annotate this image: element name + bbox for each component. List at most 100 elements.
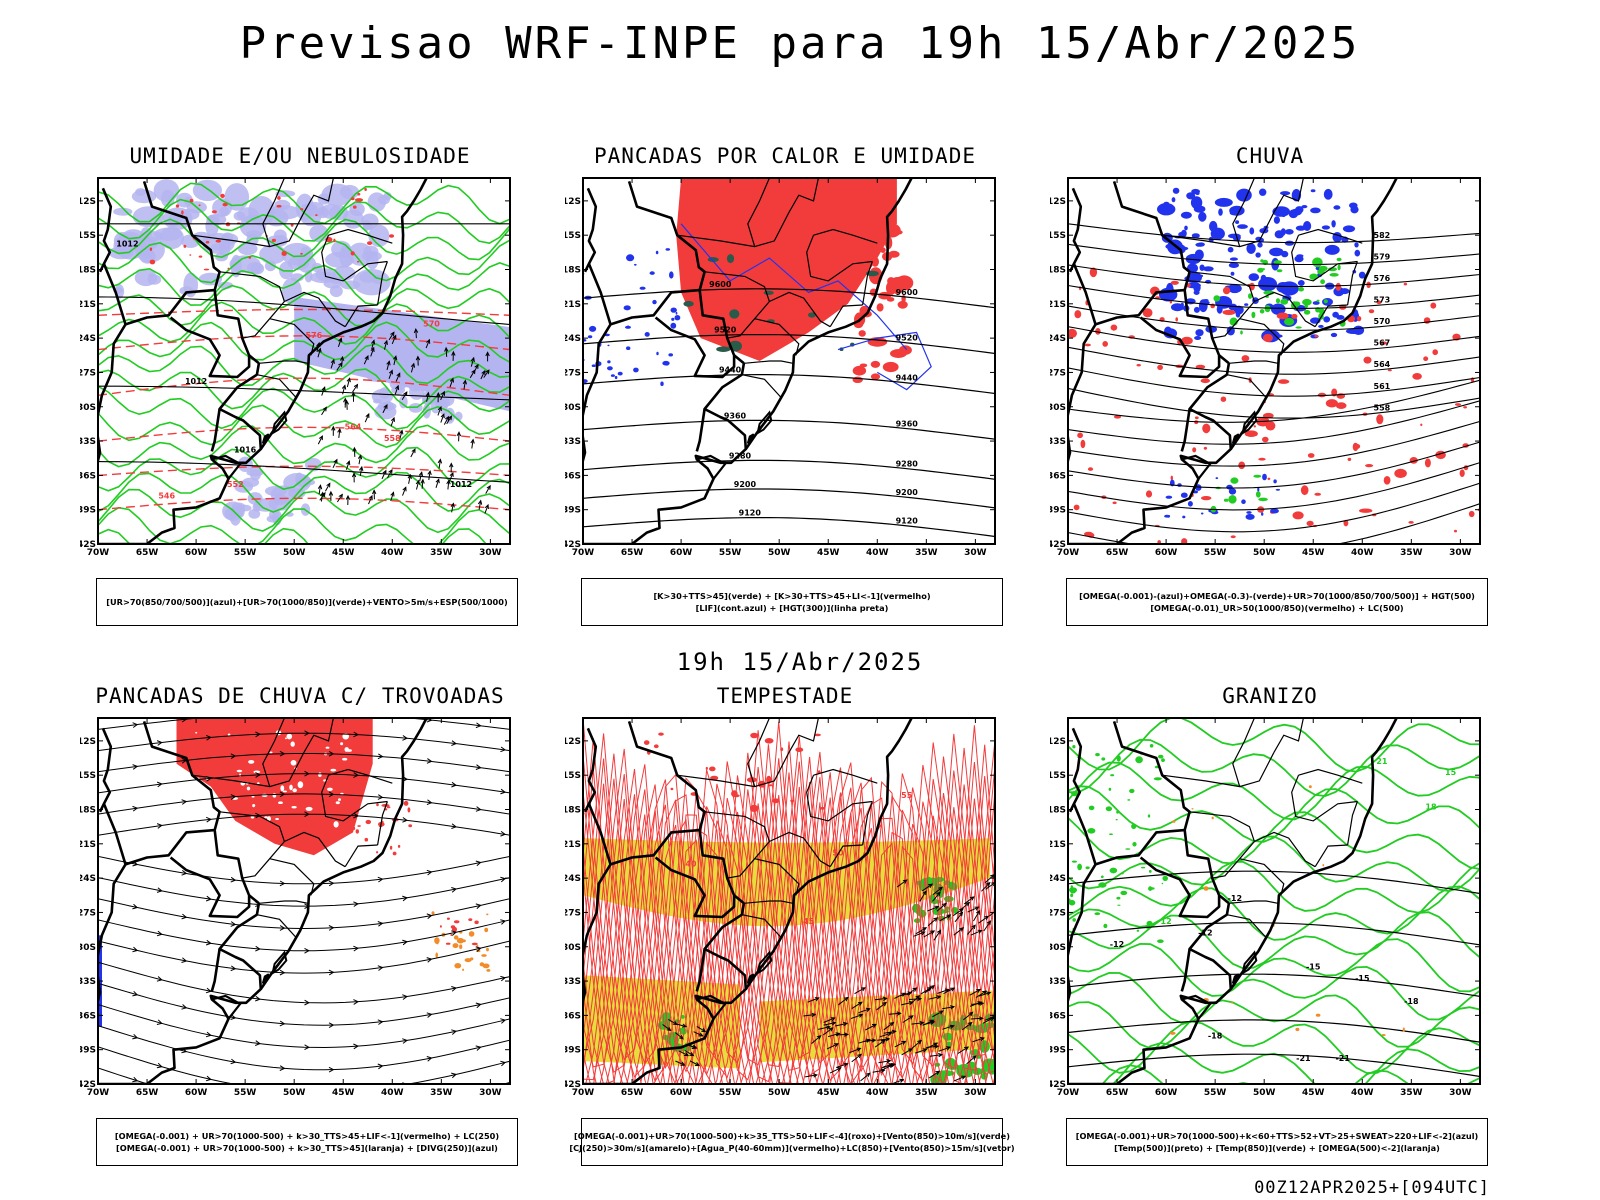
red-contour-blob <box>220 194 225 198</box>
temp-850-detail <box>1150 887 1155 889</box>
rain-area <box>1308 453 1315 458</box>
contour-label: 1012 <box>185 377 207 386</box>
rain-area <box>1157 365 1163 370</box>
legend-line: [K>30+TTS>45](verde) + [K>30+TTS>45+LI<-… <box>653 590 930 602</box>
lif-contour <box>611 374 615 377</box>
panel-title: UMIDADE E/OU NEBULOSIDADE <box>80 144 520 168</box>
map-umidade: 101210121016101257657056455855254612S15S… <box>80 170 520 560</box>
rain-area <box>1081 440 1086 448</box>
contour-label: 9200 <box>896 488 919 497</box>
red-contour-blob <box>355 198 363 202</box>
gap <box>298 781 304 788</box>
humidity-upper <box>237 207 259 222</box>
strong-omega-area <box>1319 266 1328 272</box>
lat-tick-label: 12S <box>565 197 581 207</box>
lon-tick-label: 50W <box>1253 1088 1276 1098</box>
omega-area <box>1311 189 1316 192</box>
lif-contour <box>607 360 610 363</box>
gap <box>198 835 205 842</box>
red-contour-blob <box>282 251 287 256</box>
omega-area <box>1229 206 1244 216</box>
legend-line: [UR>70(850/700/500)](azul)+[UR>70(1000/8… <box>106 596 507 608</box>
omega-area <box>1228 234 1241 239</box>
state-border <box>345 845 377 867</box>
temp-850-detail <box>1120 873 1123 875</box>
thunderstorm-patch <box>408 824 412 827</box>
omega-area <box>1325 245 1340 255</box>
omega-area <box>1280 191 1290 195</box>
convection-patch <box>486 914 488 916</box>
red-contour-blob <box>216 240 221 243</box>
omega-area <box>1241 499 1246 504</box>
temp-850-detail <box>1150 744 1154 748</box>
thunderstorm-patch <box>376 803 379 806</box>
lon-tick-label: 30W <box>1449 548 1472 558</box>
instability-patch <box>860 364 867 368</box>
rain-area <box>1376 414 1383 424</box>
lif-contour <box>675 315 681 320</box>
gap <box>291 760 297 766</box>
red-contour-blob <box>389 234 394 237</box>
lon-tick-label: 35W <box>1400 1088 1423 1098</box>
temp-850-detail <box>1116 811 1119 814</box>
thunderstorm-patch <box>398 845 400 848</box>
green-cell <box>716 346 730 352</box>
humidity-upper <box>160 227 184 249</box>
red-contour-blob <box>223 203 228 207</box>
lat-tick-label: 30S <box>80 943 96 953</box>
strong-omega-area <box>1253 475 1261 478</box>
contour-label: 12 <box>1161 917 1172 926</box>
omega-area <box>1310 208 1321 214</box>
lat-tick-label: 30S <box>80 403 96 413</box>
thunderstorm-patch <box>390 846 392 850</box>
state-border <box>1348 802 1358 846</box>
temp-850-detail <box>1129 789 1134 793</box>
precipitable-water-patch <box>765 738 774 744</box>
red-contour-blob <box>277 196 281 200</box>
gap <box>291 741 295 746</box>
rain-area <box>1293 511 1304 519</box>
lon-tick-label: 45W <box>817 548 840 558</box>
omega-area <box>1343 225 1355 232</box>
omega-area <box>1230 257 1238 260</box>
red-contour-blob <box>190 199 194 202</box>
rain-area <box>1423 356 1428 361</box>
rain-area <box>1307 521 1314 526</box>
red-contour-blob <box>364 188 367 191</box>
strong-omega-area <box>1276 298 1280 303</box>
lon-tick-label: 30W <box>479 548 502 558</box>
gap <box>257 782 260 784</box>
omega-area <box>1255 252 1260 257</box>
strong-omega-area <box>1228 495 1236 504</box>
height-contour <box>583 460 995 479</box>
rain-area <box>1102 341 1108 347</box>
rain-area <box>1262 437 1269 443</box>
lat-tick-label: 21S <box>1050 840 1066 850</box>
legend-line: [OMEGA(-0.001) + UR>70(1000-500) + k>30_… <box>116 1142 498 1154</box>
lat-tick-label: 24S <box>565 874 581 884</box>
omega-area <box>1172 197 1176 202</box>
lat-tick-label: 18S <box>80 266 96 276</box>
contour-label: 576 <box>1374 274 1391 283</box>
convection-patch <box>462 969 464 971</box>
lat-tick-label: 39S <box>565 506 581 516</box>
rain-area <box>1336 283 1342 291</box>
lat-tick-label: 21S <box>1050 300 1066 310</box>
contour-label: 1016 <box>234 446 257 455</box>
legend-line: [LIF](cont.azul) + [HGT(300)](linha pret… <box>696 602 889 614</box>
lat-tick-label: 15S <box>565 771 581 781</box>
instability-patch <box>899 345 912 355</box>
country-border <box>1219 355 1229 363</box>
temp-850-detail <box>1098 882 1106 887</box>
rain-area <box>1223 310 1236 315</box>
omega-area <box>1191 189 1200 194</box>
rain-area <box>1314 493 1321 496</box>
precipitable-water-patch <box>671 788 674 790</box>
lon-tick-label: 50W <box>1253 548 1276 558</box>
strong-omega-area <box>1213 295 1220 301</box>
instability-patch <box>871 373 880 379</box>
lon-tick-label: 55W <box>1204 548 1227 558</box>
thunderstorm-patch <box>357 825 361 827</box>
red-contour-blob <box>367 241 372 245</box>
omega-area <box>1332 312 1339 318</box>
